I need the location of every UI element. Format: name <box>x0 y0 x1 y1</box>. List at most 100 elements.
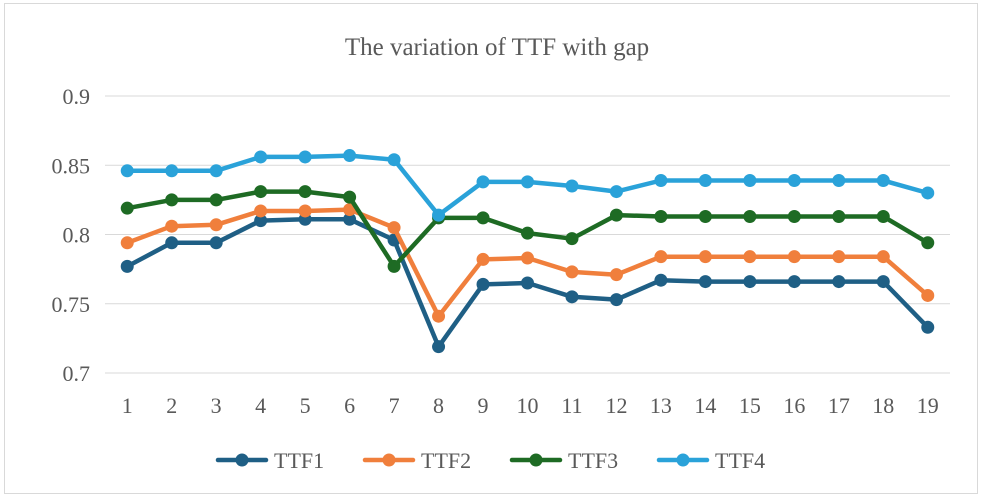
data-point <box>209 218 223 232</box>
x-tick-label: 16 <box>783 393 805 418</box>
series-ttf3 <box>120 185 935 273</box>
y-axis-ticks: 0.7 0.75 0.8 0.85 0.9 <box>52 84 91 386</box>
legend-label: TTF2 <box>421 448 471 473</box>
data-point <box>876 250 890 264</box>
data-point <box>209 164 223 178</box>
data-point <box>787 173 801 187</box>
data-point <box>698 173 712 187</box>
data-point <box>209 236 223 250</box>
data-point <box>120 164 134 178</box>
data-point <box>432 309 446 323</box>
data-point <box>254 204 268 218</box>
legend-label: TTF1 <box>274 448 324 473</box>
data-point <box>476 252 490 266</box>
data-point <box>254 185 268 199</box>
x-tick-label: 7 <box>389 393 400 418</box>
x-tick-label: 11 <box>561 393 582 418</box>
data-point <box>654 250 668 264</box>
x-tick-label: 6 <box>344 393 355 418</box>
data-point <box>120 236 134 250</box>
y-tick-label: 0.9 <box>63 84 91 109</box>
data-point <box>565 265 579 279</box>
data-point <box>565 179 579 193</box>
data-point <box>298 204 312 218</box>
legend-label: TTF3 <box>568 448 618 473</box>
data-point <box>565 290 579 304</box>
data-point <box>609 293 623 307</box>
x-tick-label: 19 <box>917 393 939 418</box>
data-point <box>609 208 623 222</box>
data-point <box>343 212 357 226</box>
data-point <box>343 149 357 163</box>
data-point <box>209 193 223 207</box>
y-tick-label: 0.8 <box>63 223 91 248</box>
x-tick-label: 10 <box>517 393 539 418</box>
y-tick-label: 0.85 <box>52 153 91 178</box>
data-point <box>832 250 846 264</box>
data-point <box>120 201 134 215</box>
y-tick-label: 0.7 <box>63 361 91 386</box>
legend-marker <box>529 453 543 467</box>
series-ttf2 <box>120 203 935 323</box>
data-point <box>120 259 134 273</box>
chart-frame <box>4 3 978 494</box>
data-point <box>521 276 534 290</box>
legend-item: TTF4 <box>656 448 765 473</box>
legend-marker <box>676 453 690 467</box>
y-tick-label: 0.75 <box>52 292 91 317</box>
x-tick-label: 9 <box>478 393 489 418</box>
legend: TTF1 TTF2 TTF3 TTF4 <box>215 448 765 473</box>
data-point <box>787 209 801 223</box>
x-tick-label: 4 <box>255 393 266 418</box>
data-point <box>565 232 579 246</box>
data-point <box>254 150 268 164</box>
data-point <box>654 173 668 187</box>
data-point <box>921 236 935 250</box>
data-point <box>609 185 623 199</box>
data-point <box>787 250 801 264</box>
legend-item: TTF2 <box>362 448 471 473</box>
data-point <box>521 175 534 189</box>
data-point <box>698 209 712 223</box>
series-ttf1 <box>120 212 935 354</box>
legend-item: TTF1 <box>215 448 324 473</box>
legend-marker <box>235 453 249 467</box>
data-point <box>521 251 534 265</box>
data-point <box>698 275 712 289</box>
data-point <box>743 250 757 264</box>
x-tick-label: 13 <box>650 393 672 418</box>
data-point <box>832 275 846 289</box>
data-point <box>876 275 890 289</box>
data-point <box>743 173 757 187</box>
data-point <box>743 209 757 223</box>
data-point <box>165 193 179 207</box>
x-tick-label: 8 <box>433 393 444 418</box>
data-point <box>432 208 446 222</box>
legend-marker <box>382 453 396 467</box>
chart-title: The variation of TTF with gap <box>345 34 649 61</box>
data-point <box>387 259 401 273</box>
x-tick-label: 14 <box>694 393 716 418</box>
data-point <box>698 250 712 264</box>
data-point <box>743 275 757 289</box>
data-point <box>832 173 846 187</box>
data-point <box>654 273 668 287</box>
x-tick-label: 3 <box>211 393 222 418</box>
series-ttf4 <box>120 149 935 222</box>
data-point <box>832 209 846 223</box>
data-point <box>165 219 179 233</box>
legend-label: TTF4 <box>715 448 765 473</box>
data-point <box>921 186 935 200</box>
data-point <box>921 320 935 334</box>
data-point <box>787 275 801 289</box>
data-point <box>343 190 357 204</box>
x-tick-label: 12 <box>605 393 627 418</box>
data-point <box>654 209 668 223</box>
data-point <box>476 211 490 225</box>
data-point <box>387 221 401 235</box>
x-tick-label: 1 <box>122 393 133 418</box>
legend-item: TTF3 <box>509 448 618 473</box>
data-point <box>876 173 890 187</box>
x-tick-label: 18 <box>872 393 894 418</box>
